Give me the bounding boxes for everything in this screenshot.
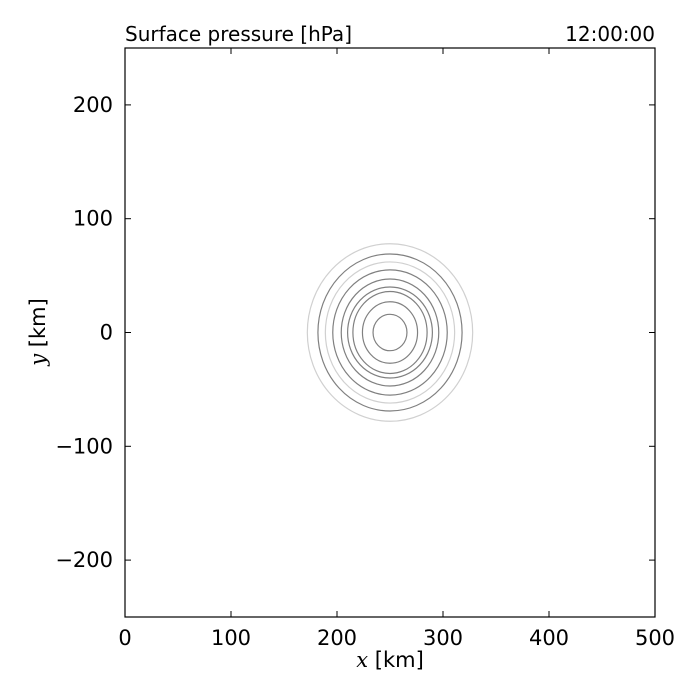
chart-title: Surface pressure [hPa]	[125, 22, 352, 46]
x-axis-unit: [km]	[368, 648, 424, 672]
contour-layer	[306, 243, 474, 422]
y-axis-label: y [km]	[26, 298, 50, 367]
x-tick-label: 100	[211, 626, 251, 650]
y-axis-var: y	[26, 353, 50, 367]
x-tick-label: 0	[118, 626, 131, 650]
contour-line-8	[372, 313, 408, 352]
contour-line-6	[352, 290, 428, 375]
y-tick-label: −200	[55, 548, 113, 572]
plot-frame	[124, 47, 656, 618]
contour-line-4	[340, 278, 440, 387]
y-tick-label: −100	[55, 434, 113, 458]
contour-line-5	[347, 286, 434, 379]
contour-line-7	[361, 301, 419, 364]
x-axis-label: x [km]	[356, 648, 424, 672]
x-tick-label: 300	[423, 626, 463, 650]
x-axis-var: x	[356, 648, 368, 672]
contour-line-0	[306, 243, 474, 422]
tick-layer: 0 100 200 300 400 500 −200 −100 0 100 200	[55, 48, 675, 650]
time-label: 12:00:00	[565, 22, 655, 46]
x-tick-label: 200	[317, 626, 357, 650]
contour-line-1	[317, 253, 463, 412]
y-axis-unit: [km]	[26, 298, 50, 354]
contour-line-2	[324, 261, 456, 404]
x-tick-label: 400	[529, 626, 569, 650]
y-tick-label: 100	[73, 207, 113, 231]
y-tick-label: 0	[100, 321, 113, 345]
x-tick-label: 500	[635, 626, 675, 650]
y-tick-label: 200	[73, 93, 113, 117]
contour-line-3	[332, 269, 448, 396]
